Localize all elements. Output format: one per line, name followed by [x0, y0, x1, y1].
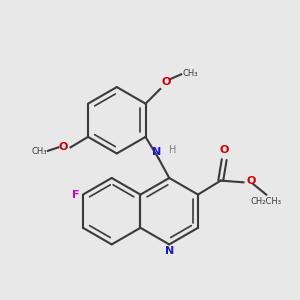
Text: O: O — [162, 77, 171, 87]
Text: CH₂CH₃: CH₂CH₃ — [251, 197, 282, 206]
Text: N: N — [152, 147, 162, 157]
Text: N: N — [165, 246, 174, 256]
Text: O: O — [246, 176, 256, 186]
Text: O: O — [58, 142, 68, 152]
Text: CH₃: CH₃ — [31, 147, 47, 156]
Text: CH₃: CH₃ — [183, 69, 199, 78]
Text: O: O — [220, 146, 229, 155]
Text: H: H — [169, 145, 177, 155]
Text: F: F — [72, 190, 80, 200]
